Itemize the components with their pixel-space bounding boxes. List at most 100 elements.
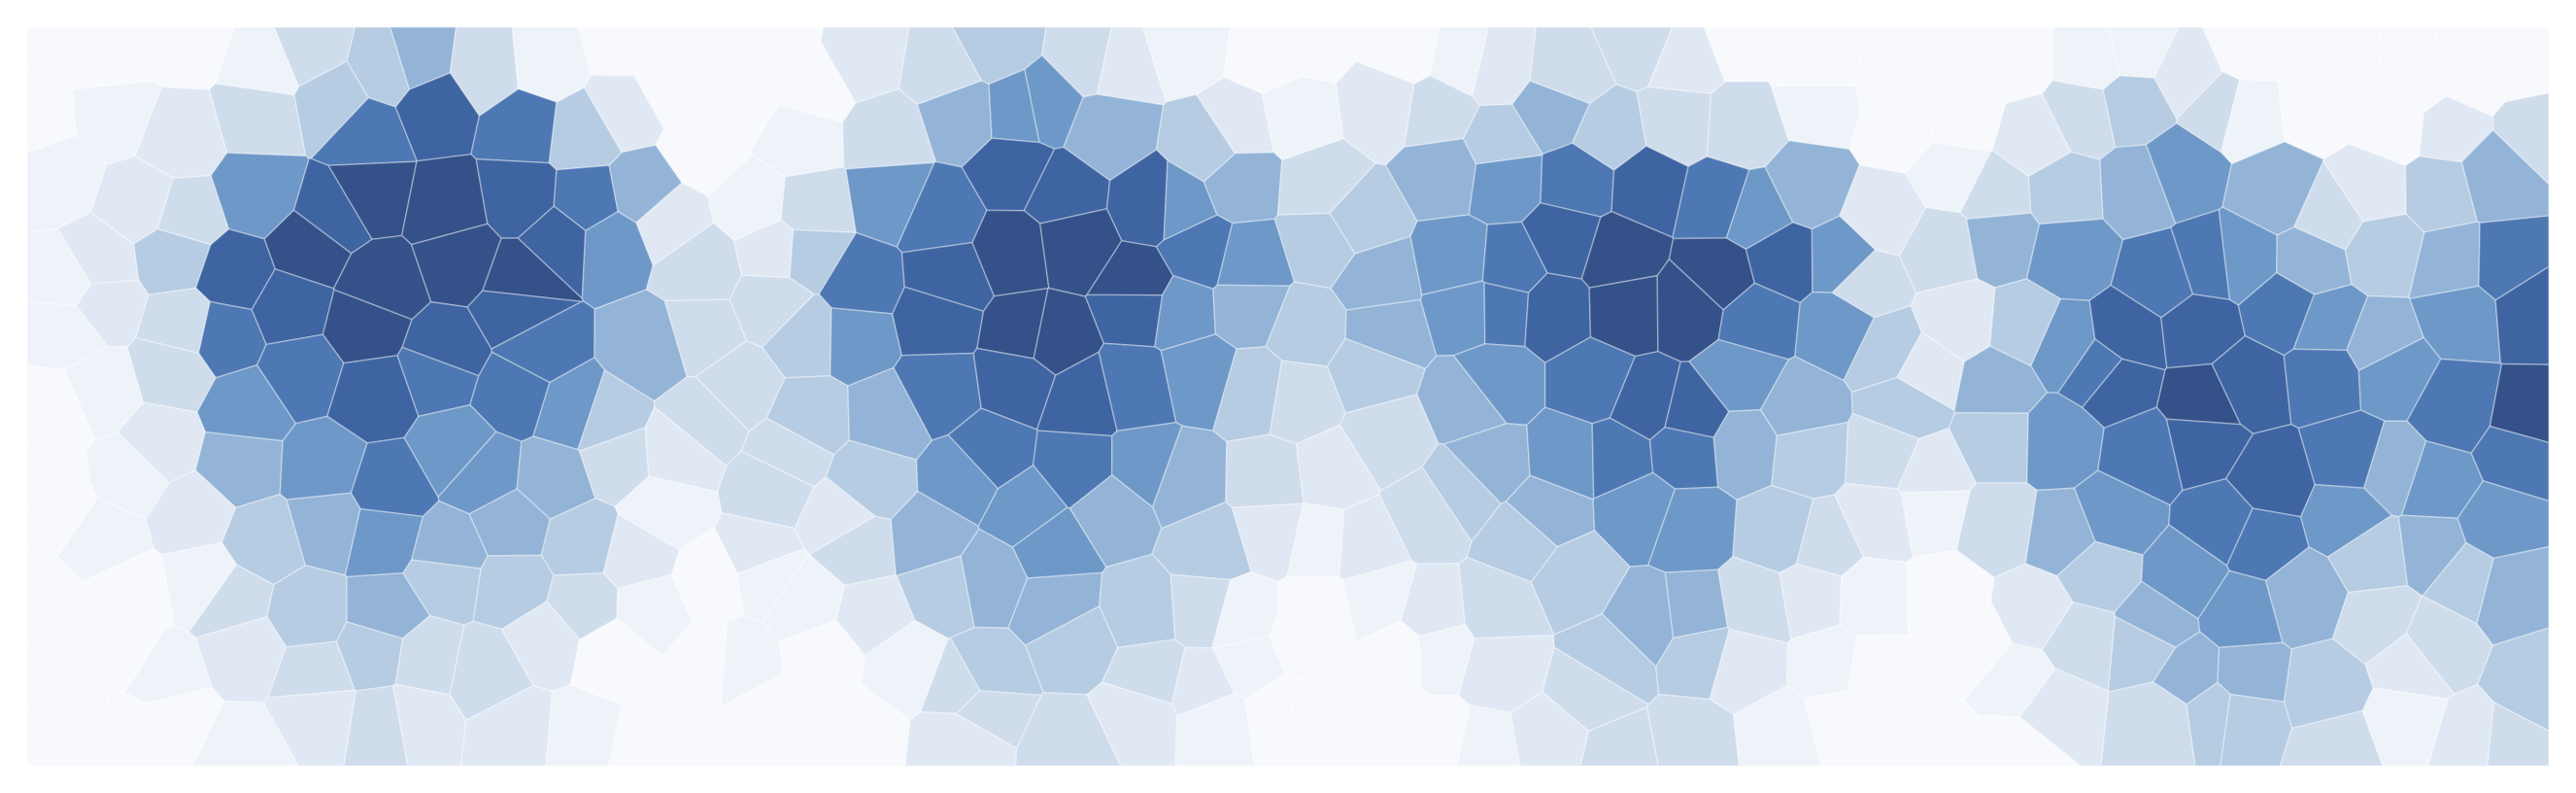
mosaic-cell (736, 547, 810, 623)
mosaic-cell (2283, 638, 2375, 730)
mosaic-cell (1948, 412, 2029, 484)
mosaic-cell (1712, 408, 1779, 501)
mosaic-cell (1910, 278, 1996, 362)
mosaic-cell (1155, 93, 1237, 184)
mosaic-cell (468, 488, 552, 557)
mosaic-cell (1927, 79, 2007, 153)
mosaic-cell (1355, 26, 1441, 85)
mosaic-cell (1845, 412, 1920, 490)
mosaic-cell (2279, 709, 2385, 767)
mosaic-cell (1904, 141, 1992, 214)
mosaic-cell (1779, 563, 1843, 640)
mosaic-cell (2051, 26, 2121, 90)
mosaic-cell (1195, 76, 1275, 155)
mosaic-cell (955, 690, 1043, 749)
mosaic-cell (1483, 281, 1530, 348)
mosaic-cell (134, 287, 212, 355)
mosaic-cell (1978, 714, 2084, 767)
mosaic-cell (2361, 687, 2449, 767)
mosaic-cell (2344, 213, 2425, 299)
mosaic-cell (2025, 218, 2124, 302)
mosaic-cell (663, 298, 748, 378)
mosaic-cell (1803, 689, 1886, 767)
mosaic-cell (102, 691, 170, 767)
mosaic-cell (2283, 348, 2362, 430)
mosaic-cell (1326, 337, 1427, 414)
mosaic-cell (1084, 293, 1164, 348)
mosaic-cell (1419, 280, 1486, 357)
mosaic-cell (279, 415, 368, 500)
mosaic-cell (2326, 514, 2409, 594)
mosaic-cell (720, 615, 784, 707)
mosaic-cell (400, 154, 489, 246)
mosaic-cell (1509, 691, 1590, 767)
mosaic-cell (1380, 695, 1472, 767)
mosaic-cell (449, 26, 520, 118)
mosaic-cell (2486, 701, 2550, 767)
mosaic-cell (1510, 80, 1591, 155)
mosaic-cell (1174, 692, 1256, 767)
mosaic-cell (2470, 425, 2550, 502)
mosaic-cell (2160, 293, 2247, 369)
mosaic-cell (26, 227, 92, 307)
mosaic-cell (1770, 85, 1862, 151)
mosaic-cell (896, 160, 988, 254)
mosaic-cell (1732, 684, 1822, 767)
mosaic-cell (214, 26, 300, 96)
mosaic-cell (844, 161, 936, 249)
mosaic-cell (1988, 278, 2062, 367)
mosaic-cell (2165, 418, 2254, 492)
mosaic-cell (26, 690, 109, 767)
mosaic-cell (1225, 433, 1305, 509)
mosaic-cell (1833, 482, 1915, 564)
mosaic-cell (1764, 139, 1861, 230)
mosaic-cell (332, 234, 432, 321)
mosaic-cell (2491, 91, 2550, 187)
mosaic-cell (123, 624, 214, 705)
mosaic-cell (1520, 201, 1602, 280)
mosaic-cell (350, 436, 440, 518)
mosaic-cell (394, 614, 465, 696)
mosaic-cell (145, 686, 225, 767)
mosaic-cell (675, 703, 757, 767)
mosaic-cell (2297, 409, 2386, 489)
mosaic-cell (825, 439, 919, 521)
mosaic-cell (1645, 693, 1741, 767)
mosaic-cell (1338, 493, 1413, 581)
mosaic-cell (191, 700, 300, 767)
mosaic-cell (1452, 343, 1546, 427)
mosaic-cell (2152, 26, 2223, 121)
mosaic-cell (85, 431, 170, 520)
mosaic-cell (1342, 560, 1418, 643)
mosaic-cell (1646, 486, 1738, 573)
mosaic-cell (1096, 26, 1168, 106)
mosaic-cell (670, 527, 745, 623)
mosaic-cell (1770, 421, 1849, 500)
mosaic-cell (1664, 361, 1730, 439)
mosaic-cell (1101, 638, 1186, 706)
mosaic-cell (343, 684, 409, 767)
mosaic-cell (2176, 71, 2241, 155)
mosaic-cell (1811, 215, 1877, 294)
mosaic-cell (1540, 142, 1615, 218)
mosaic-cell (2220, 693, 2293, 767)
mosaic-cell (1592, 471, 1677, 568)
mosaic-cell (1664, 569, 1729, 639)
mosaic-cell (2405, 595, 2494, 696)
mosaic-cell (469, 351, 551, 443)
mosaic-cell (780, 165, 858, 234)
mosaic-cell (1286, 502, 1345, 579)
mosaic-cell (1839, 556, 1910, 637)
mosaic-cell (1283, 26, 1361, 85)
mosaic-cell (1033, 287, 1105, 377)
mosaic-cell (70, 26, 156, 90)
mosaic-cell (698, 45, 780, 150)
mosaic-cell (56, 211, 140, 286)
mosaic-cell (644, 405, 728, 493)
mosaic-cell (210, 152, 311, 240)
mosaic-cell (286, 492, 361, 577)
mosaic-cell (1552, 612, 1660, 706)
mosaic-cell (578, 426, 650, 508)
